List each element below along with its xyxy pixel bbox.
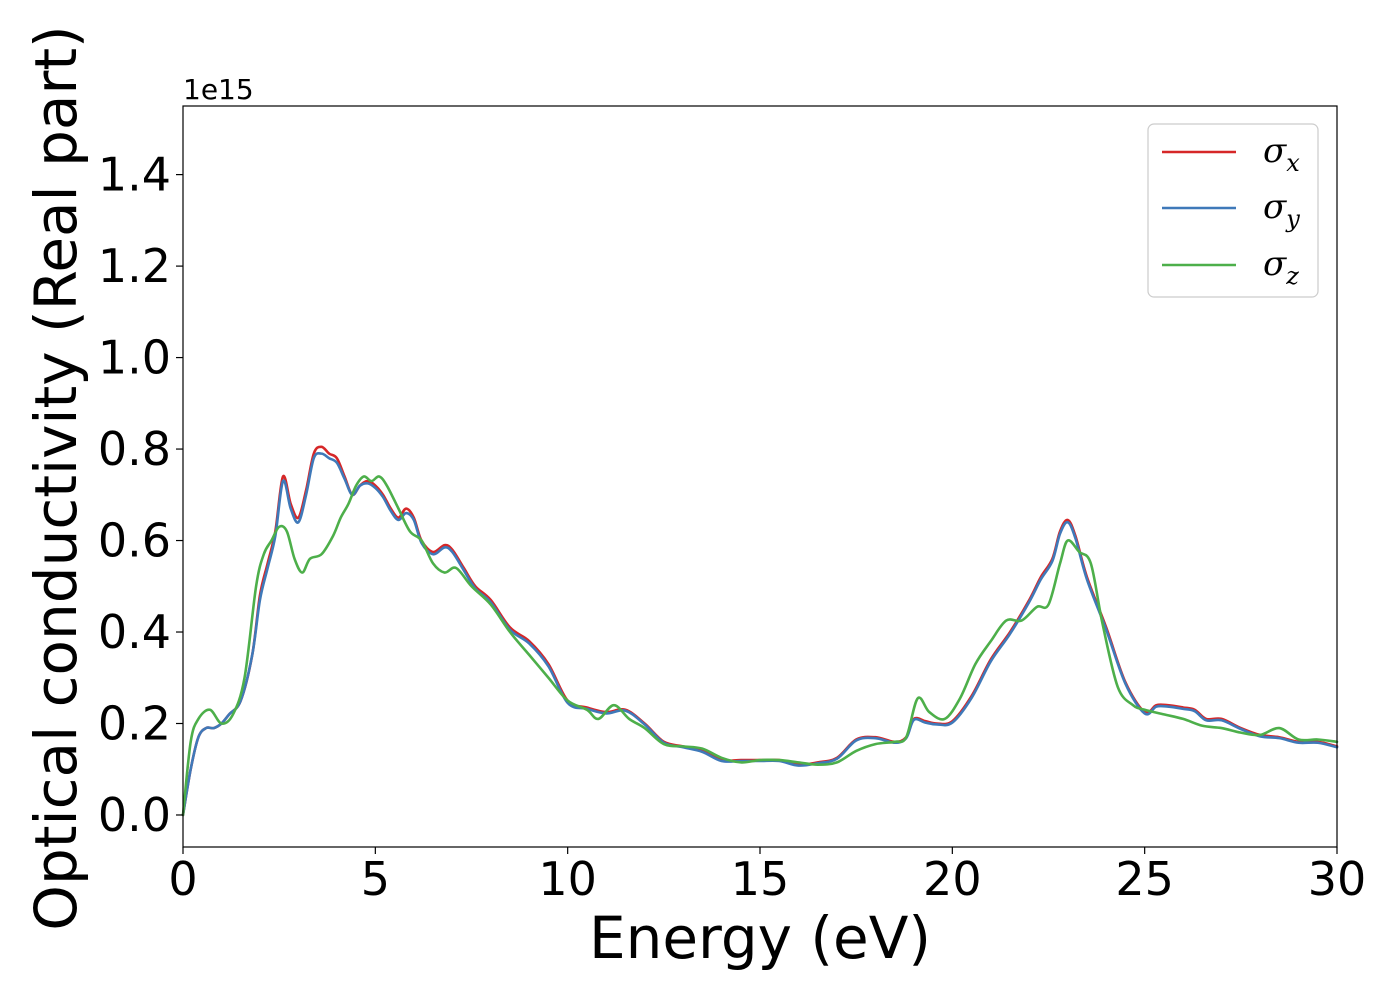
y-tick-label: 1.2 bbox=[98, 239, 171, 293]
x-tick-label: 10 bbox=[538, 852, 597, 906]
x-tick-label: 0 bbox=[168, 852, 197, 906]
x-tick-label: 20 bbox=[923, 852, 982, 906]
y-axis-label: Optical conductivity (Real part) bbox=[22, 25, 90, 930]
x-axis-label: Energy (eV) bbox=[589, 904, 931, 972]
legend-label-x: σx bbox=[1263, 131, 1300, 177]
x-tick-label: 15 bbox=[731, 852, 790, 906]
y-tick-label: 1.0 bbox=[98, 331, 171, 385]
x-tick-label: 5 bbox=[361, 852, 390, 906]
x-tick-label: 30 bbox=[1308, 852, 1367, 906]
y-tick-label: 0.0 bbox=[98, 788, 171, 842]
series-line-z bbox=[181, 475, 1339, 817]
y-tick-label: 0.8 bbox=[98, 422, 171, 476]
legend-label-z: σz bbox=[1263, 244, 1299, 290]
y-offset-label: 1e15 bbox=[183, 73, 254, 106]
series-layer bbox=[181, 445, 1339, 817]
y-tick-label: 1.4 bbox=[98, 148, 171, 202]
x-tick-label: 25 bbox=[1115, 852, 1174, 906]
y-tick-label: 0.2 bbox=[98, 697, 171, 751]
ticks-layer: 0 5 10 15 20 25 30 0.0 0.2 0.4 0.6 0.8 1.0 1.2 1.4 bbox=[98, 148, 1366, 906]
legend-box bbox=[1147, 123, 1319, 298]
legend-label-y: σy bbox=[1263, 187, 1300, 233]
legend: σx σy σz bbox=[1147, 123, 1319, 298]
y-tick-label: 0.6 bbox=[98, 514, 171, 568]
legend-entries: σx σy σz bbox=[1162, 131, 1300, 290]
series-line-y bbox=[181, 451, 1339, 817]
y-tick-label: 0.4 bbox=[98, 605, 171, 659]
